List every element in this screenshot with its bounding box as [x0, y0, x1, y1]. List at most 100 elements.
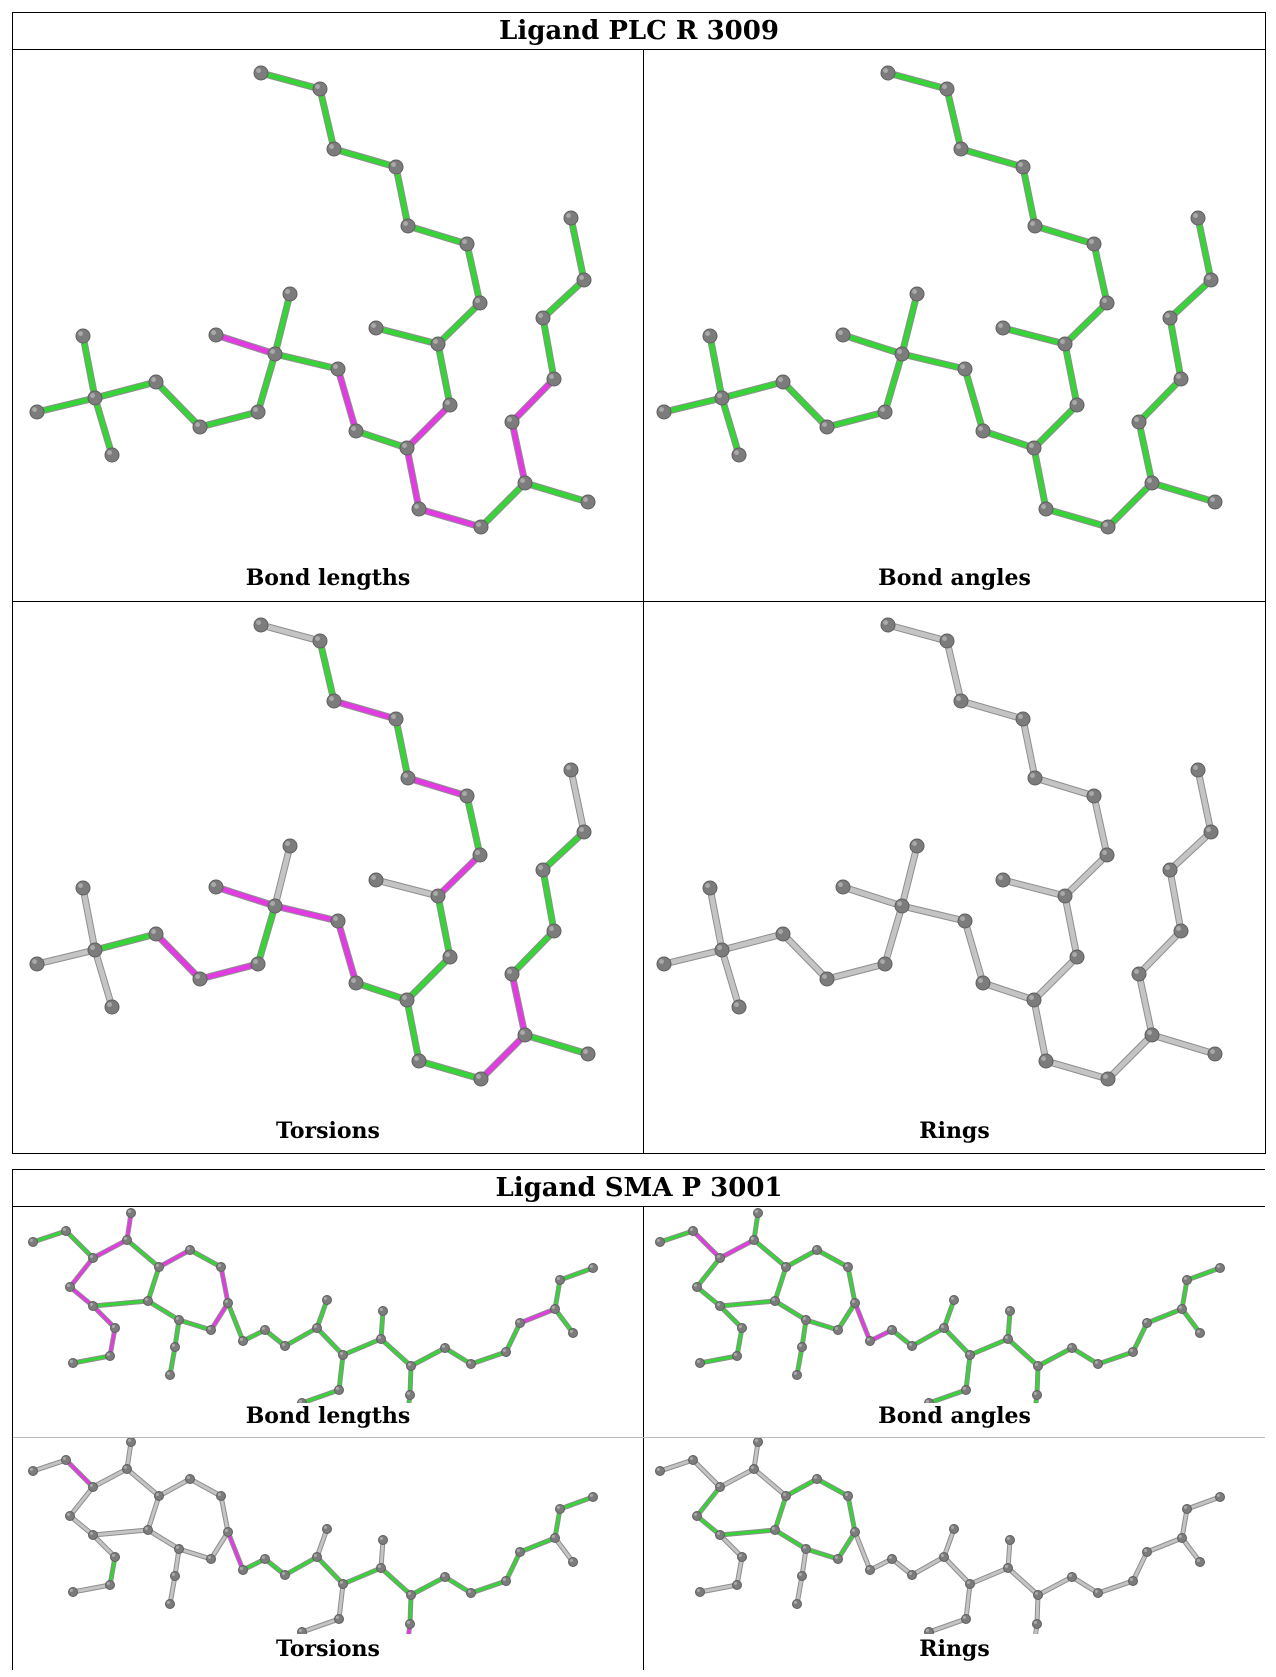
- bond-stick: [899, 291, 920, 357]
- atom: [376, 1334, 386, 1344]
- atom: [580, 494, 596, 510]
- atom-highlight: [693, 1283, 697, 1287]
- atom: [1026, 440, 1042, 456]
- atom-highlight: [1072, 400, 1077, 405]
- bond: [314, 1554, 346, 1587]
- atom-highlight: [1196, 1558, 1200, 1562]
- atom: [580, 1046, 596, 1062]
- bond: [63, 1228, 96, 1261]
- atom: [61, 1455, 71, 1465]
- atom: [1099, 847, 1115, 863]
- atom-highlight: [1102, 298, 1107, 303]
- bond-stick: [840, 332, 905, 357]
- bond: [926, 1387, 969, 1403]
- atom-highlight: [883, 68, 888, 73]
- atom: [312, 1323, 322, 1333]
- bond-stick: [1032, 775, 1097, 799]
- bond: [909, 1554, 947, 1578]
- atom: [400, 218, 416, 234]
- bond: [408, 1345, 448, 1369]
- bond: [772, 1527, 809, 1552]
- atom-highlight: [950, 1525, 954, 1529]
- bond-stick: [1000, 325, 1068, 347]
- bond-stick: [718, 1528, 777, 1537]
- atom-highlight: [217, 1263, 221, 1267]
- atom: [1027, 218, 1043, 234]
- atom: [1067, 1572, 1077, 1582]
- bond: [1148, 479, 1219, 506]
- atom: [1128, 1576, 1138, 1586]
- atom-highlight: [1176, 926, 1181, 931]
- bond: [145, 1264, 162, 1304]
- atom-highlight: [813, 1475, 817, 1479]
- bond-stick: [1145, 1536, 1184, 1554]
- bond-stick: [335, 366, 359, 434]
- atom-highlight: [298, 1399, 302, 1403]
- atom-highlight: [1060, 339, 1065, 344]
- atom: [405, 1390, 415, 1400]
- atom-highlight: [433, 339, 438, 344]
- bond-stick: [435, 341, 453, 408]
- bond: [1042, 505, 1112, 531]
- bond: [336, 1352, 346, 1393]
- atom-highlight: [467, 1589, 471, 1593]
- atom: [695, 1587, 705, 1597]
- bond-stick: [718, 1533, 744, 1559]
- bond-stick: [804, 1547, 840, 1561]
- atom: [368, 320, 384, 336]
- bond: [898, 290, 921, 358]
- atom-highlight: [224, 1528, 228, 1532]
- atom: [770, 1296, 780, 1306]
- atom-highlight: [659, 959, 664, 964]
- atom: [797, 1571, 807, 1581]
- atom: [104, 447, 120, 463]
- bond-stick: [518, 1307, 557, 1325]
- bond: [1019, 163, 1039, 230]
- bond-stick: [1136, 419, 1155, 486]
- atom: [206, 1325, 216, 1335]
- bond: [835, 1529, 858, 1562]
- bond: [823, 408, 889, 431]
- bond-stick: [691, 1458, 722, 1489]
- atom-highlight: [569, 1329, 573, 1333]
- atom-highlight: [1134, 417, 1139, 422]
- atom: [29, 404, 45, 420]
- atom: [282, 286, 298, 302]
- bond: [557, 1494, 596, 1512]
- bond: [898, 902, 969, 925]
- atom-highlight: [579, 275, 584, 280]
- atom: [105, 1351, 115, 1361]
- bond: [257, 621, 324, 645]
- atom: [338, 1579, 348, 1589]
- atom: [797, 1342, 807, 1352]
- bond: [1061, 851, 1111, 900]
- bond: [67, 1255, 96, 1290]
- panel-caption: Torsions: [276, 1118, 380, 1144]
- atom-highlight: [253, 959, 258, 964]
- bond: [943, 85, 965, 153]
- bond-stick: [1195, 215, 1214, 283]
- bond: [404, 222, 471, 248]
- bond: [468, 1578, 509, 1596]
- atom: [1003, 1563, 1013, 1573]
- bond: [208, 1529, 231, 1562]
- atom-highlight: [281, 1342, 285, 1346]
- atom-highlight: [144, 1297, 148, 1301]
- atom-highlight: [696, 1359, 700, 1363]
- atom-highlight: [90, 945, 96, 950]
- atom-highlight: [476, 522, 481, 527]
- bond: [1030, 401, 1081, 452]
- bond-stick: [213, 884, 278, 909]
- atom-highlight: [802, 1545, 806, 1549]
- bond-stick: [942, 1326, 972, 1357]
- bond-stick: [1091, 793, 1110, 858]
- bond: [442, 1574, 474, 1596]
- bond-stick: [157, 1477, 192, 1498]
- atom-highlight: [569, 1558, 573, 1562]
- bond: [1095, 1349, 1136, 1367]
- atom-highlight: [217, 1492, 221, 1496]
- atom: [440, 1343, 450, 1353]
- atom: [253, 617, 269, 633]
- atom-highlight: [1210, 497, 1215, 502]
- molecule-view: [655, 1208, 1225, 1403]
